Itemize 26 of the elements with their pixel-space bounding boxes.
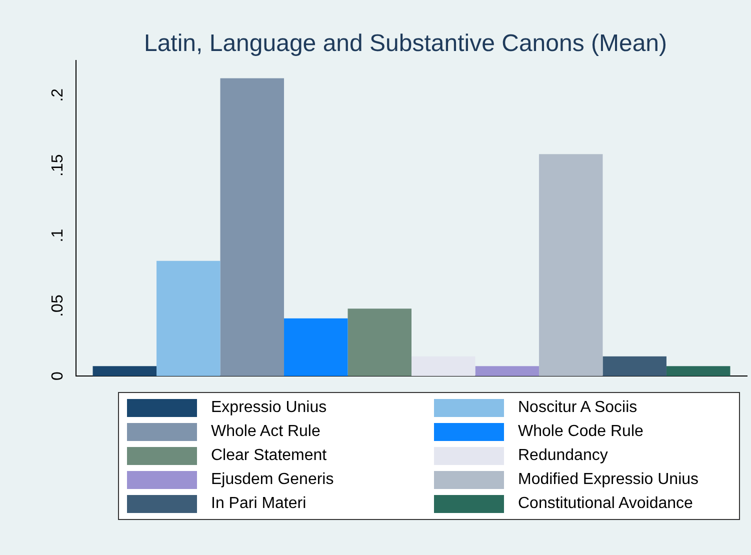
bar [156, 260, 220, 376]
y-tick-label: .2 [49, 88, 66, 102]
legend-label: Redundancy [518, 447, 608, 465]
legend-label: Modified Expressio Unius [518, 471, 699, 489]
bar [475, 366, 539, 376]
bar [412, 356, 476, 376]
legend-label: In Pari Materi [211, 495, 306, 513]
bar [666, 366, 730, 376]
bar [92, 366, 157, 376]
legend-label: Constitutional Avoidance [518, 495, 693, 513]
legend-label: Expressio Unius [211, 399, 327, 417]
legend-label: Noscitur A Sociis [518, 399, 638, 417]
bar [602, 356, 666, 376]
legend-label: Ejusdem Generis [211, 471, 334, 489]
bar [284, 318, 348, 376]
legend-label: Whole Code Rule [518, 423, 644, 441]
y-tick-label: 0 [49, 371, 66, 380]
bar [220, 78, 284, 376]
y-tick-label: .1 [49, 228, 66, 242]
bar [348, 308, 412, 376]
chart-title: Latin, Language and Substantive Canons (Mean) [142, 30, 668, 58]
legend-label: Clear Statement [211, 447, 327, 465]
legend-label: Whole Act Rule [211, 423, 320, 441]
y-tick-label: .15 [49, 154, 66, 176]
y-tick-label: .05 [49, 294, 66, 317]
bar [538, 154, 603, 376]
